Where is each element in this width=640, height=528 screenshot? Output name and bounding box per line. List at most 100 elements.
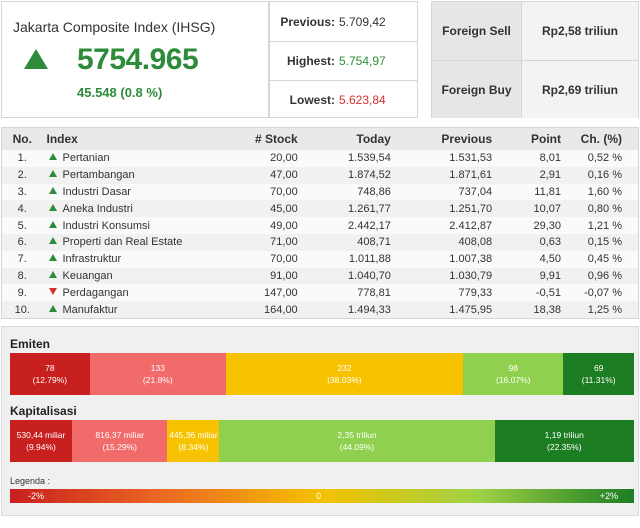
- row-change-pct: 1,60 %: [560, 183, 638, 201]
- row-previous: 779,33: [390, 284, 493, 302]
- sector-index-table: No. Index # Stock Today Previous Point C…: [1, 127, 639, 319]
- row-point: 4,50: [492, 250, 561, 268]
- lowest-row: Lowest: 5.623,84: [270, 80, 417, 119]
- row-index-label: Manufaktur: [62, 303, 118, 316]
- row-today: 408,71: [297, 233, 391, 251]
- highest-label: Highest:: [287, 54, 335, 68]
- row-stock-count: 20,00: [214, 150, 298, 167]
- row-today: 2.442,17: [297, 217, 391, 234]
- emiten-segment-value: 232: [337, 363, 352, 373]
- emiten-segment-value: 78: [45, 363, 55, 373]
- trend-up-icon: [48, 270, 57, 278]
- row-stock-count: 91,00: [214, 267, 298, 285]
- highest-row: Highest: 5.754,97: [270, 41, 417, 80]
- row-index-name: Keuangan: [42, 267, 215, 285]
- row-index-label: Industri Dasar: [62, 185, 131, 198]
- previous-label: Previous:: [280, 14, 335, 29]
- row-change-pct: 0,80 %: [560, 200, 638, 218]
- row-index-label: Perdagangan: [62, 286, 129, 299]
- row-today: 1.539,54: [297, 150, 391, 167]
- row-index-label: Keuangan: [62, 269, 113, 282]
- foreign-sell-row: Foreign Sell Rp2,58 triliun: [432, 2, 638, 60]
- row-index-name: Industri Konsumsi: [42, 217, 215, 234]
- header-index: Index: [42, 128, 215, 150]
- row-previous: 1.475,95: [390, 301, 493, 318]
- kapitalisasi-segment: 2,35 triliun (44.09%): [219, 420, 495, 462]
- table-row: 8. Keuangan 91,00 1.040,70 1.030,79 9,91 0,96 …: [2, 267, 638, 285]
- row-point: 9,91: [492, 267, 561, 285]
- foreign-buy-value: Rp2,69 triliun: [522, 61, 638, 118]
- trend-up-icon: [48, 304, 57, 312]
- row-previous: 737,04: [390, 183, 493, 201]
- row-point: 11,81: [492, 183, 561, 201]
- row-stock-count: 70,00: [214, 183, 298, 201]
- emiten-segment-value: 133: [150, 363, 165, 373]
- emiten-segment-pct: (11.31%): [581, 375, 616, 385]
- row-change-pct: 0,15 %: [560, 233, 638, 251]
- emiten-bar: 78 (12.79%) 133 (21.8%) 232 (38.03%) 98 (16.07%…: [10, 353, 634, 395]
- header-no: No.: [2, 128, 43, 150]
- ihsg-value: 5754.965: [77, 43, 199, 76]
- row-point: 10,07: [492, 200, 561, 218]
- kapitalisasi-segment: 445,36 miliar (8.34%): [167, 420, 220, 462]
- row-change-pct: 0,45 %: [560, 250, 638, 268]
- kapitalisasi-segment-pct: (8.34%): [178, 442, 209, 452]
- row-today: 1.011,88: [297, 250, 391, 268]
- row-point: 0,63: [492, 233, 561, 251]
- trend-up-icon: [48, 203, 57, 211]
- foreign-flow-card: Foreign Sell Rp2,58 triliun Foreign Buy …: [431, 1, 639, 118]
- emiten-title: Emiten: [10, 337, 51, 351]
- row-previous: 1.007,38: [390, 250, 493, 268]
- distribution-panel: Emiten 78 (12.79%) 133 (21.8%) 232 (38.03%) 98…: [1, 326, 639, 516]
- row-index-label: Pertanian: [62, 152, 110, 165]
- row-point: 2,91: [492, 166, 561, 184]
- foreign-buy-label: Foreign Buy: [432, 61, 522, 118]
- kapitalisasi-segment-pct: (44.09%): [339, 442, 375, 452]
- row-change-pct: 0,52 %: [560, 150, 638, 167]
- row-today: 1.261,77: [297, 200, 391, 218]
- row-today: 1.874,52: [297, 166, 391, 184]
- trend-up-icon: [48, 186, 57, 194]
- foreign-sell-label: Foreign Sell: [432, 2, 522, 60]
- kapitalisasi-segment-pct: (15.29%): [102, 442, 137, 452]
- kapitalisasi-segment: 530,44 miliar (9.94%): [10, 420, 73, 462]
- row-index-name: Pertanian: [42, 150, 215, 167]
- kapitalisasi-segment: 1,19 triliun (22.35%): [494, 420, 635, 462]
- emiten-segment: 69 (11.31%): [563, 353, 634, 395]
- row-previous: 408,08: [390, 233, 493, 251]
- row-change-pct: 1,25 %: [560, 301, 638, 318]
- row-previous: 1.251,70: [390, 200, 493, 218]
- kapitalisasi-segment-pct: (9.94%): [26, 442, 56, 452]
- previous-row: Previous: 5.709,42: [270, 2, 417, 41]
- row-stock-count: 147,00: [214, 284, 298, 302]
- emiten-segment: 78 (12.79%): [10, 353, 90, 395]
- table-row: 7. Infrastruktur 70,00 1.011,88 1.007,38 4,50…: [2, 250, 638, 268]
- row-index-name: Infrastruktur: [42, 250, 215, 268]
- trend-up-icon: [24, 49, 48, 69]
- table-row: 5. Industri Konsumsi 49,00 2.442,17 2.412,87…: [2, 217, 638, 234]
- row-stock-count: 49,00: [214, 217, 298, 234]
- header-change: Ch. (%): [560, 128, 638, 150]
- row-today: 778,81: [297, 284, 391, 302]
- kapitalisasi-segment: 816,37 miliar (15.29%): [72, 420, 168, 462]
- emiten-segment-value: 98: [508, 363, 518, 373]
- row-today: 1.040,70: [297, 267, 391, 285]
- header-point: Point: [492, 128, 561, 150]
- row-change-pct: 1,21 %: [560, 217, 638, 234]
- foreign-sell-value: Rp2,58 triliun: [522, 2, 638, 60]
- row-index-name: Aneka Industri: [42, 200, 215, 218]
- market-summary: Jakarta Composite Index (IHSG) 5754.965 …: [0, 0, 640, 120]
- emiten-segment-pct: (38.03%): [327, 375, 362, 385]
- kapitalisasi-segment-pct: (22.35%): [547, 442, 582, 452]
- emiten-segment: 98 (16.07%): [463, 353, 564, 395]
- kapitalisasi-segment-value: 2,35 triliun: [337, 430, 377, 440]
- foreign-buy-row: Foreign Buy Rp2,69 triliun: [432, 60, 638, 118]
- row-no: 8.: [2, 267, 43, 285]
- trend-up-icon: [48, 220, 57, 228]
- table-row: 9. Perdagangan 147,00 778,81 779,33 -0,51 -0,0…: [2, 284, 638, 302]
- row-no: 5.: [2, 217, 43, 234]
- row-point: 8,01: [492, 150, 561, 167]
- trend-up-icon: [48, 237, 57, 245]
- row-index-label: Aneka Industri: [62, 202, 133, 215]
- kapitalisasi-segment-value: 1,19 triliun: [544, 430, 584, 440]
